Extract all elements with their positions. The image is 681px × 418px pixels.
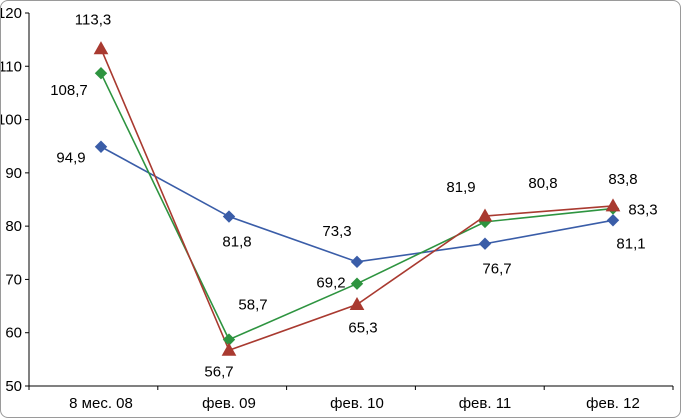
series-red-data-label: 81,9 — [446, 179, 475, 196]
y-axis-label: 90 — [5, 165, 22, 182]
series-blue-marker — [222, 210, 236, 223]
series-blue-data-label: 81,1 — [616, 235, 645, 252]
series-red-data-label: 56,7 — [204, 363, 233, 380]
series-blue-data-label: 73,3 — [322, 223, 351, 240]
series-blue-data-label: 76,7 — [482, 261, 511, 278]
series-green-marker — [94, 67, 108, 80]
series-red-marker — [221, 342, 237, 356]
series-green-data-label: 108,7 — [50, 82, 88, 99]
y-axis-label: 80 — [5, 218, 22, 235]
series-red-data-label: 83,8 — [608, 171, 637, 188]
category-label: фев. 10 — [330, 395, 384, 412]
series-green-marker — [350, 277, 364, 290]
y-axis-label: 100 — [1, 112, 22, 129]
series-blue-marker — [350, 255, 364, 269]
series-blue-marker — [478, 237, 492, 250]
series-green-data-label: 80,8 — [528, 175, 557, 192]
category-label: фев. 09 — [202, 395, 256, 412]
series-red-marker — [93, 41, 109, 55]
category-label: 8 мес. 08 — [69, 395, 133, 412]
series-blue-data-label: 94,9 — [56, 150, 85, 167]
y-axis-label: 60 — [5, 325, 22, 342]
category-label: фев. 12 — [586, 395, 640, 412]
series-red-marker — [349, 296, 365, 310]
series-green-data-label: 69,2 — [316, 275, 345, 292]
series-green-data-label: 58,7 — [238, 297, 267, 314]
y-axis-label: 120 — [1, 5, 22, 22]
series-red-data-label: 113,3 — [75, 12, 111, 29]
series-blue-marker — [606, 214, 620, 227]
series-red-data-label: 65,3 — [348, 319, 377, 336]
category-label: фев. 11 — [459, 395, 512, 412]
series-blue-line — [100, 146, 614, 263]
series-blue-marker — [94, 140, 108, 153]
y-axis-label: 50 — [5, 378, 22, 395]
y-axis-label: 70 — [5, 271, 22, 288]
series-green-data-label: 83,3 — [628, 202, 657, 219]
series-blue-data-label: 81,8 — [222, 234, 251, 251]
series-red-marker — [477, 208, 493, 222]
series-red-marker — [605, 198, 621, 212]
y-axis-label: 110 — [1, 58, 22, 75]
